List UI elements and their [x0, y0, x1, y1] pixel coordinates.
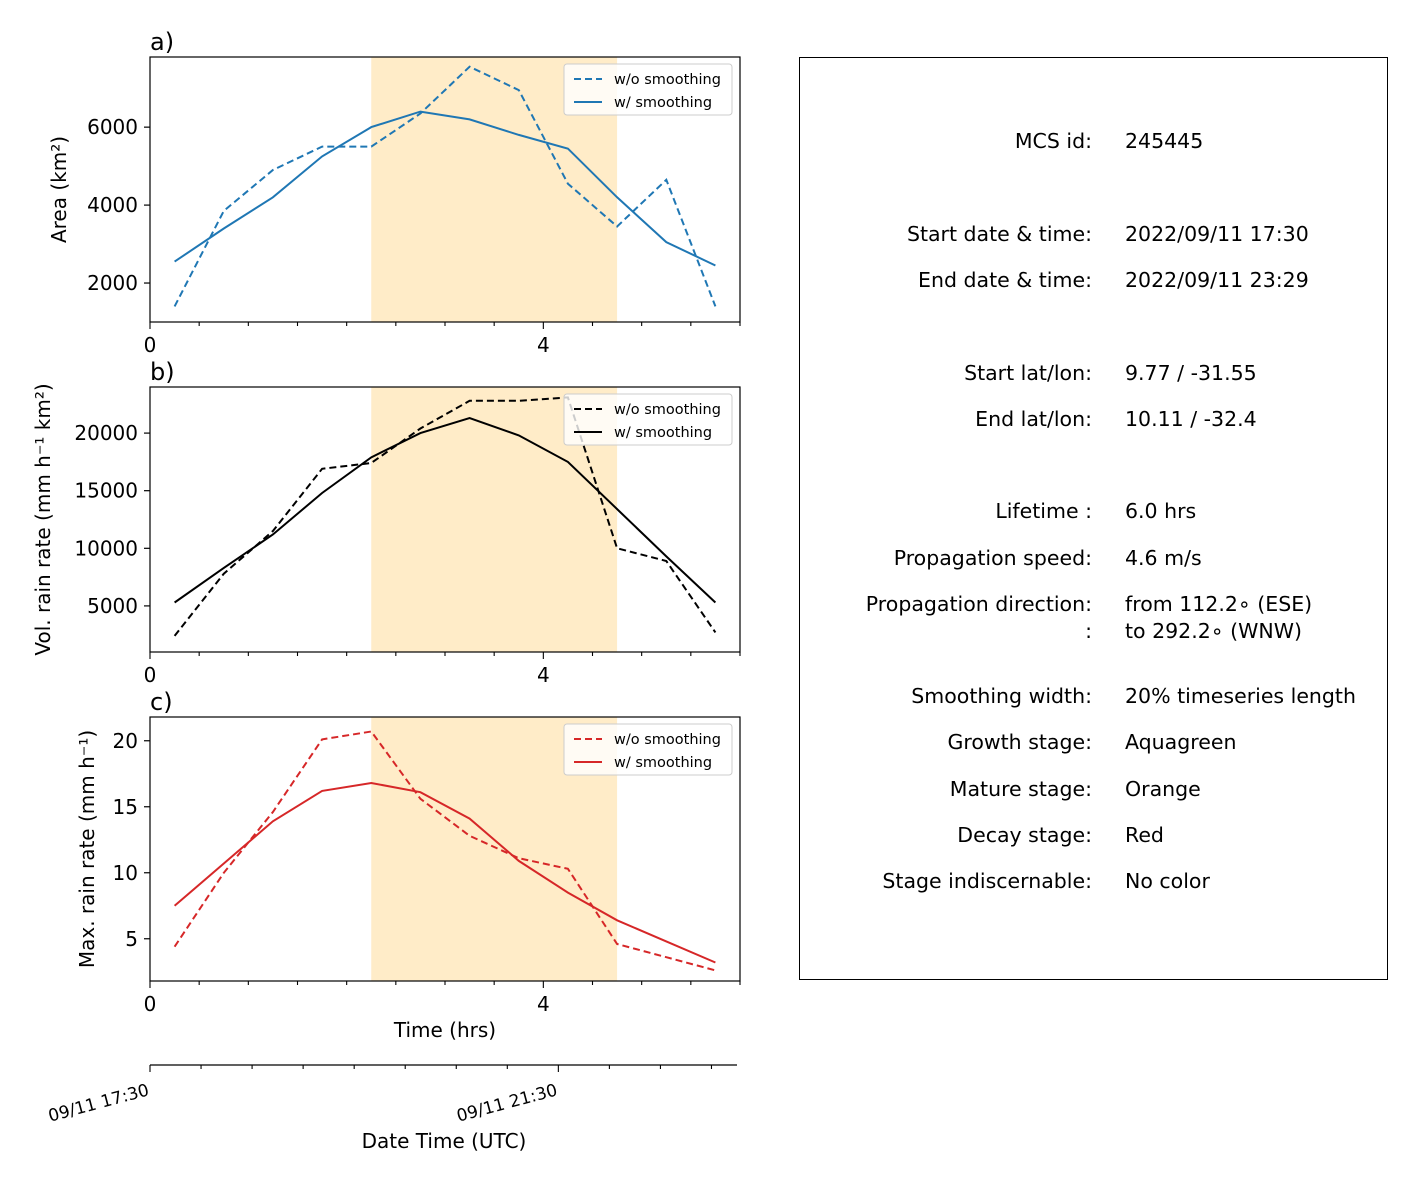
info-row: Growth stage: Aquagreen [800, 730, 1387, 760]
info-value: 10.11 / -32.4 [1125, 407, 1257, 431]
info-value: 6.0 hrs [1125, 499, 1197, 523]
info-row: Smoothing width: 20% timeseries length [800, 684, 1387, 714]
info-key: Lifetime : [995, 499, 1092, 523]
info-row: Lifetime : 6.0 hrs [800, 499, 1387, 529]
legend-entry: w/o smoothing [614, 402, 721, 418]
info-key: Propagation direction: [865, 592, 1092, 616]
info-value: 2022/09/11 17:30 [1125, 222, 1309, 246]
x-tick-label: 0 [144, 663, 157, 687]
series-line-without-smoothing [173, 396, 717, 637]
info-value: 20% timeseries length [1125, 684, 1356, 708]
info-key: : [1085, 619, 1092, 643]
info-row: Decay stage: Red [800, 823, 1387, 853]
info-value: Red [1125, 823, 1164, 847]
info-row: Start date & time: 2022/09/11 17:30 [800, 222, 1387, 252]
y-tick-label: 10 [113, 861, 138, 885]
panel-label: a) [150, 28, 174, 56]
info-value: to 292.2∘ (WNW) [1125, 619, 1303, 643]
info-row: End date & time: 2022/09/11 23:29 [800, 268, 1387, 298]
info-value: 245445 [1125, 129, 1204, 153]
legend-box [563, 723, 733, 776]
info-value: 4.6 m/s [1125, 546, 1202, 570]
panel-c: 5 10 15 20 0 4 c) Max. rain rate (mm h⁻¹) w/o sm… [75, 688, 741, 1016]
y-axis-label: Area (km²) [47, 136, 71, 243]
y-tick-label: 2000 [87, 271, 138, 295]
legend-entry: w/o smoothing [614, 732, 721, 748]
info-value: 9.77 / -31.55 [1125, 361, 1257, 385]
series-line-without-smoothing [173, 730, 716, 972]
legend-entry: w/ smoothing [614, 755, 712, 771]
legend-entry: w/ smoothing [614, 95, 712, 111]
y-tick-label: 4000 [87, 193, 138, 217]
info-key: End date & time: [918, 268, 1092, 292]
y-tick-label: 15000 [74, 479, 138, 503]
y-tick-label: 6000 [87, 115, 138, 139]
info-row: Stage indiscernable: No color [800, 869, 1387, 899]
x-tick-label: 0 [144, 992, 157, 1016]
y-tick-label: 5000 [87, 594, 138, 618]
info-panel: MCS id: 245445 Start date & time: 2022/09/1… [799, 57, 1388, 980]
x-tick-label: 4 [537, 333, 550, 357]
info-row: : to 292.2∘ (WNW) [800, 619, 1387, 649]
panel-label: c) [150, 688, 173, 716]
date-tick-label: 09/11 17:30 [46, 1081, 151, 1127]
info-key: Growth stage: [947, 730, 1092, 754]
legend-box [563, 63, 733, 116]
info-key: End lat/lon: [975, 407, 1092, 431]
legend: w/o smoothing w/ smoothing [563, 393, 733, 446]
y-tick-label: 10000 [74, 536, 138, 560]
info-row: Start lat/lon: 9.77 / -31.55 [800, 361, 1387, 391]
x-tick-label: 4 [537, 992, 550, 1016]
y-tick-label: 20000 [74, 421, 138, 445]
info-value: Aquagreen [1125, 730, 1237, 754]
series-line-with-smoothing [174, 417, 717, 604]
date-tick-label: 09/11 21:30 [455, 1081, 560, 1127]
info-key: MCS id: [1014, 129, 1092, 153]
info-value: Orange [1125, 777, 1201, 801]
y-axis-label: Vol. rain rate (mm h⁻¹ km²) [31, 383, 55, 655]
y-tick-label: 15 [113, 795, 138, 819]
info-key: Stage indiscernable: [882, 869, 1092, 893]
x-axis-label: Time (hrs) [393, 1018, 496, 1042]
info-key: Start date & time: [906, 222, 1092, 246]
series-line-without-smoothing [173, 65, 717, 307]
legend-entry: w/ smoothing [614, 425, 712, 441]
info-row: End lat/lon: 10.11 / -32.4 [800, 407, 1387, 437]
info-key: Propagation speed: [893, 546, 1092, 570]
info-key: Start lat/lon: [964, 361, 1092, 385]
panel-label: b) [150, 358, 175, 386]
y-tick-label: 5 [125, 927, 138, 951]
legend: w/o smoothing w/ smoothing [563, 63, 733, 116]
info-row: Mature stage: Orange [800, 777, 1387, 807]
info-row: MCS id: 245445 [800, 129, 1387, 159]
legend-box [563, 393, 733, 446]
info-value: 2022/09/11 23:29 [1125, 268, 1309, 292]
info-value: No color [1125, 869, 1210, 893]
y-tick-label: 20 [113, 729, 138, 753]
info-key: Decay stage: [957, 823, 1092, 847]
y-axis-label: Max. rain rate (mm h⁻¹) [75, 730, 99, 968]
date-axis-label: Date Time (UTC) [362, 1129, 527, 1153]
legend-entry: w/o smoothing [614, 72, 721, 88]
panel-b: 5000 10000 15000 20000 0 4 b) Vol. rain rate (m… [31, 358, 741, 687]
info-key: Smoothing width: [911, 684, 1092, 708]
info-value: from 112.2∘ (ESE) [1125, 592, 1313, 616]
info-row: Propagation direction: from 112.2∘ (ESE) [800, 592, 1387, 622]
x-tick-label: 4 [537, 663, 550, 687]
legend: w/o smoothing w/ smoothing [563, 723, 733, 776]
x-tick-label: 0 [144, 333, 157, 357]
series-line-with-smoothing [173, 781, 716, 964]
info-key: Mature stage: [949, 777, 1092, 801]
info-row: Propagation speed: 4.6 m/s [800, 546, 1387, 576]
series-line-with-smoothing [174, 110, 716, 267]
